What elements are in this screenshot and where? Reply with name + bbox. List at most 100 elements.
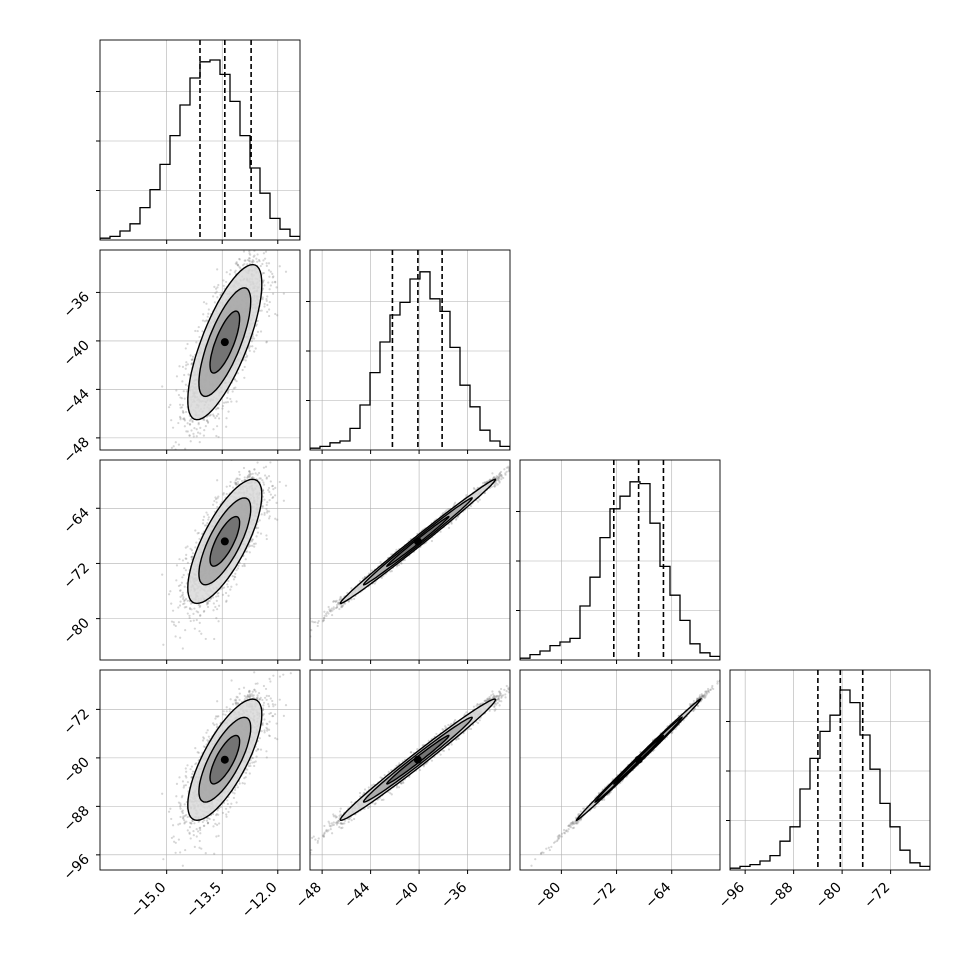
- sample-point: [195, 341, 198, 344]
- sample-point: [256, 473, 259, 476]
- sample-point: [228, 273, 231, 276]
- sample-point: [178, 558, 181, 561]
- sample-point: [216, 479, 219, 482]
- sample-point: [211, 413, 215, 416]
- sample-point: [246, 258, 250, 262]
- sample-point: [208, 414, 211, 417]
- sample-point: [260, 309, 263, 312]
- sample-point: [259, 532, 263, 535]
- panel-1-1: [306, 249, 511, 454]
- sample-point: [179, 589, 182, 592]
- sample-point: [241, 368, 244, 372]
- sample-point: [263, 498, 266, 501]
- sample-point: [263, 302, 266, 306]
- sample-point: [234, 483, 237, 486]
- panel-1-0: −48−44−40−36: [61, 249, 301, 478]
- sample-point: [284, 484, 288, 487]
- sample-point: [181, 576, 184, 579]
- sample-point: [224, 401, 228, 404]
- sample-point: [188, 434, 191, 437]
- sample-point: [272, 455, 274, 457]
- sample-point: [224, 591, 228, 595]
- sample-point: [162, 476, 164, 478]
- sample-point: [230, 400, 233, 403]
- sample-point: [185, 557, 188, 560]
- sample-point: [221, 407, 224, 410]
- sample-point: [183, 599, 186, 603]
- sample-point: [172, 621, 175, 624]
- sample-point: [249, 544, 252, 547]
- sample-point: [235, 380, 238, 383]
- sample-point: [183, 585, 186, 588]
- sample-point: [214, 497, 218, 501]
- sample-point: [196, 532, 199, 535]
- sample-point: [254, 347, 257, 350]
- sample-point: [261, 488, 264, 491]
- sample-point: [186, 363, 190, 366]
- panel-frame: [309, 249, 511, 451]
- sample-point: [268, 517, 271, 520]
- sample-point: [238, 473, 241, 476]
- sample-point: [255, 527, 258, 530]
- sample-point: [185, 605, 188, 609]
- sample-point: [271, 272, 274, 275]
- sample-point: [207, 308, 210, 311]
- sample-point: [251, 345, 254, 348]
- sample-point: [215, 408, 218, 411]
- sample-point: [197, 603, 200, 607]
- sample-point: [191, 552, 195, 555]
- sample-point: [217, 594, 220, 598]
- sample-point: [271, 484, 274, 487]
- sample-point: [261, 489, 265, 492]
- sample-point: [189, 354, 192, 357]
- sample-point: [217, 407, 220, 410]
- sample-point: [243, 476, 246, 479]
- sample-point: [177, 584, 181, 588]
- sample-point: [205, 302, 208, 305]
- sample-point: [271, 276, 274, 279]
- sample-point: [182, 602, 185, 606]
- sample-point: [195, 428, 198, 431]
- sample-point: [198, 606, 201, 609]
- sample-point: [251, 544, 254, 547]
- sample-point: [274, 281, 277, 284]
- sample-point: [229, 269, 232, 272]
- sample-point: [222, 401, 226, 404]
- sample-point: [187, 373, 190, 376]
- sample-point: [170, 419, 173, 422]
- sample-point: [262, 281, 265, 284]
- sample-point: [209, 597, 212, 600]
- sample-point: [222, 284, 225, 287]
- sample-point: [190, 358, 193, 361]
- sample-point: [234, 378, 237, 381]
- sample-point: [236, 480, 240, 483]
- sample-point: [198, 441, 201, 444]
- sample-point: [182, 411, 185, 414]
- sample-point: [257, 526, 260, 529]
- sample-point: [234, 269, 237, 272]
- sample-point: [237, 482, 240, 486]
- sample-point: [184, 447, 187, 450]
- sample-point: [195, 610, 198, 613]
- sample-point: [189, 619, 192, 623]
- sample-point: [235, 400, 238, 403]
- sample-point: [182, 417, 185, 420]
- sample-point: [332, 600, 335, 603]
- sample-point: [340, 604, 343, 607]
- sample-point: [202, 313, 205, 316]
- sample-point: [206, 315, 209, 318]
- sample-point: [215, 501, 218, 504]
- sample-point: [245, 356, 248, 359]
- sample-point: [217, 417, 221, 420]
- sample-point: [184, 557, 187, 560]
- sample-point: [244, 259, 247, 262]
- sample-point: [233, 575, 236, 578]
- sample-point: [183, 602, 186, 605]
- sample-point: [194, 329, 197, 333]
- sample-point: [260, 513, 263, 516]
- sample-point: [197, 423, 200, 426]
- sample-point: [216, 497, 219, 500]
- sample-point: [254, 472, 257, 475]
- sample-point: [232, 578, 236, 581]
- sample-point: [263, 284, 266, 287]
